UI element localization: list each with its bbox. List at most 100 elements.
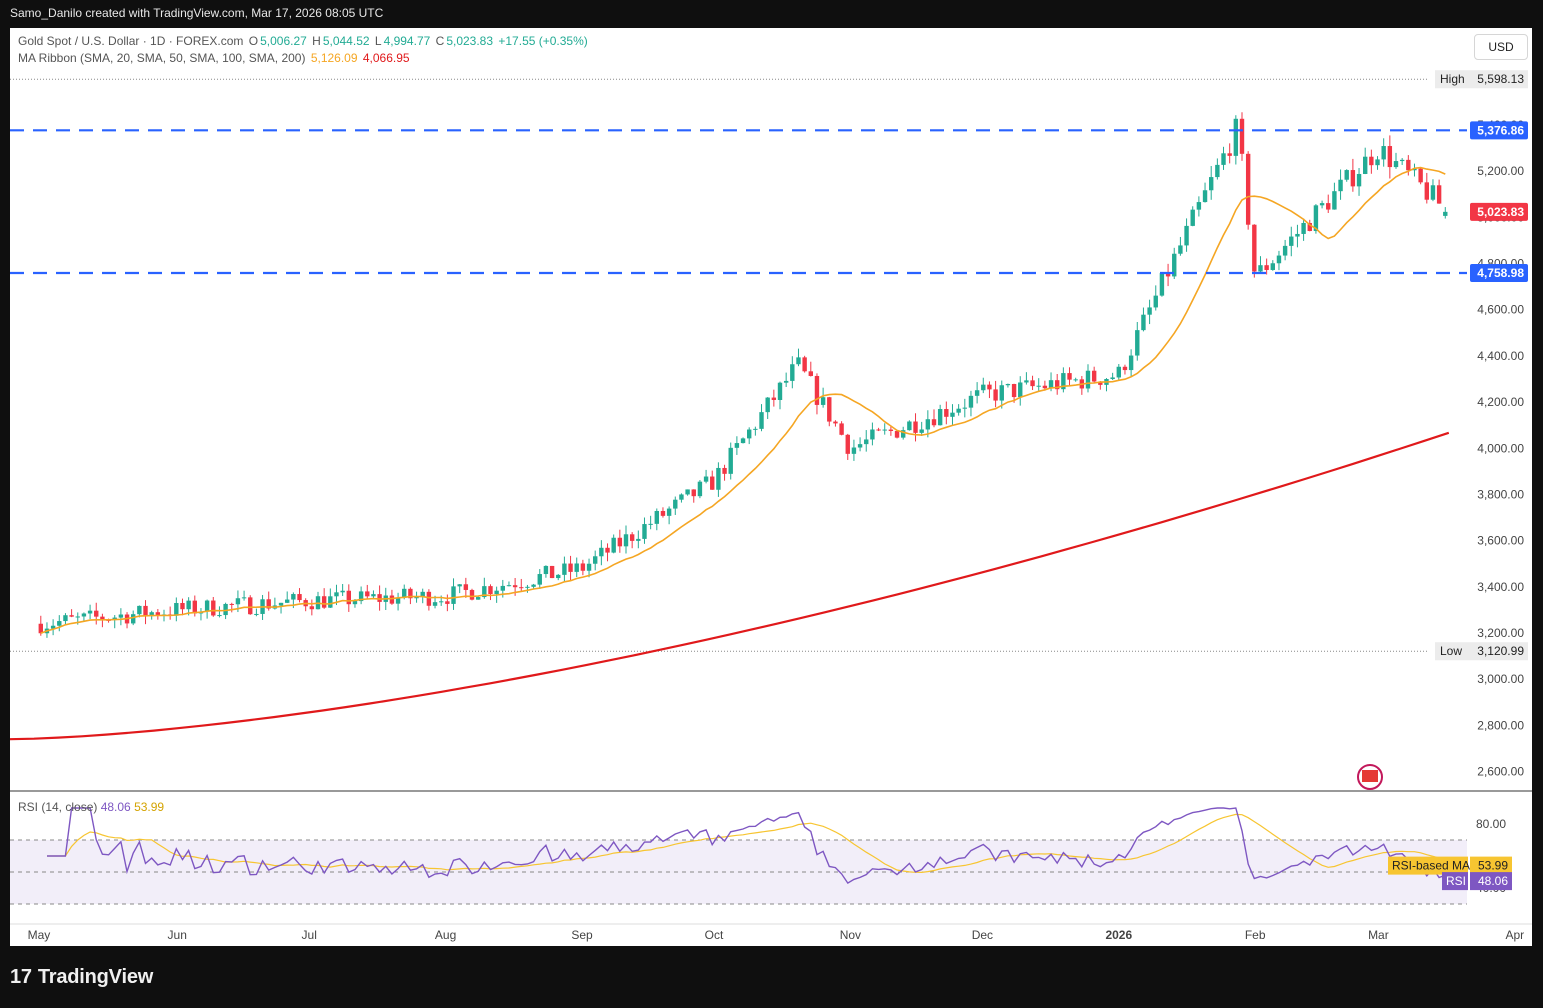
candle-body (94, 610, 99, 617)
candle-body (1184, 225, 1189, 246)
price-tick-label: 3,200.00 (1477, 626, 1524, 640)
candle-body (648, 523, 653, 525)
candle-body (1110, 377, 1115, 380)
currency-button[interactable]: USD (1474, 34, 1528, 60)
candle-body (38, 623, 43, 634)
candle-body (568, 563, 573, 572)
tradingview-logo[interactable]: 17 TradingView (10, 966, 153, 989)
ma-ribbon-legend[interactable]: MA Ribbon (SMA, 20, SMA, 50, SMA, 100, S… (18, 51, 412, 65)
candle-body (204, 600, 210, 612)
candle-body (432, 602, 438, 606)
candle-body (457, 584, 462, 587)
candle-body (666, 508, 672, 516)
candle-body (654, 510, 659, 524)
price-tick-label: 4,600.00 (1477, 303, 1524, 317)
candle-body (143, 605, 148, 617)
candle-body (506, 585, 512, 587)
rsi-value-label: 48.06 (1478, 874, 1508, 888)
candle-body (734, 443, 740, 448)
candle-body (722, 467, 727, 474)
candle-body (241, 597, 247, 599)
candle-body (845, 434, 850, 454)
candle-body (328, 596, 333, 608)
time-tick-label: Jun (168, 928, 187, 942)
candle-body (1356, 173, 1362, 187)
candle-body (525, 586, 530, 588)
candle-body (50, 625, 56, 629)
candle-body (439, 601, 444, 603)
candle-body (75, 616, 80, 618)
candle-body (1030, 380, 1035, 387)
low-value: 4,994.77 (383, 34, 431, 48)
chart-canvas[interactable]: 2,600.00 2,800.00 3,000.00 3,200.00 3,400.00… (10, 28, 1532, 946)
candle-body (1387, 146, 1393, 168)
candle-body (1061, 373, 1066, 390)
time-tick-label: Mar (1368, 928, 1389, 942)
time-tick-label: Jul (302, 928, 317, 942)
change-value: +17.55 (+0.35%) (498, 34, 588, 48)
chart-frame[interactable]: 2,600.00 2,800.00 3,000.00 3,200.00 3,400.00… (10, 28, 1532, 946)
candle-body (599, 547, 604, 557)
candle-body (81, 613, 87, 617)
time-tick-label: 2026 (1105, 928, 1132, 942)
time-tick-label: Aug (435, 928, 456, 942)
rsi-name-tag (1442, 872, 1468, 891)
candle-body (679, 494, 684, 500)
candle-body (389, 595, 395, 604)
candle-body (907, 421, 912, 431)
symbol-legend[interactable]: Gold Spot / U.S. Dollar · 1D · FOREX.com… (18, 34, 590, 48)
candle-body (1141, 314, 1146, 331)
candle-body (611, 537, 616, 553)
price-tick-label: 3,000.00 (1477, 672, 1524, 686)
candles-group (38, 112, 1448, 638)
rsi-ma-name-tag (1388, 856, 1468, 875)
sma200-line (10, 431, 1450, 741)
candle-body (420, 591, 425, 597)
candle-body (500, 585, 505, 591)
candle-body (1295, 233, 1300, 237)
candle-body (137, 605, 142, 615)
candle-body (475, 597, 481, 600)
candle-body (229, 603, 234, 605)
candle-body (1344, 170, 1349, 180)
candle-body (851, 447, 857, 454)
candle-body (1369, 156, 1374, 166)
candle-body (629, 534, 635, 541)
candle-body (192, 600, 197, 614)
candle-body (1073, 379, 1078, 381)
candle-body (771, 397, 777, 400)
candle-body (796, 357, 801, 365)
tradingview-mark-icon: 17 (10, 966, 32, 988)
candle-body (1190, 209, 1195, 226)
candle-body (593, 556, 598, 564)
candle-body (1381, 146, 1386, 160)
candle-body (395, 597, 401, 604)
candle-body (217, 615, 222, 617)
candle-body (1393, 161, 1399, 168)
symbol-label: Gold Spot / U.S. Dollar · 1D · FOREX.com (18, 34, 244, 48)
time-tick-label: Sep (571, 928, 593, 942)
candle-body (537, 574, 542, 585)
candle-body (808, 371, 813, 376)
candle-body (870, 429, 875, 440)
candle-body (371, 594, 376, 597)
candle-body (740, 438, 746, 444)
candle-body (937, 409, 943, 426)
candle-body (519, 587, 524, 589)
candle-body (1227, 153, 1232, 156)
time-tick-label: Apr (1505, 928, 1524, 942)
candle-body (1128, 355, 1134, 371)
rsi-ma-name-label: RSI-based MA (1392, 859, 1470, 873)
candle-body (673, 499, 678, 509)
candle-body (814, 375, 820, 405)
last-price-tag (1470, 202, 1528, 221)
candle-body (118, 614, 124, 618)
last-price-label: 5,023.83 (1477, 205, 1524, 219)
rsi-legend[interactable]: RSI (14, close) 48.06 53.99 (18, 800, 164, 814)
level-price-label: 4,758.98 (1477, 266, 1524, 280)
candle-body (488, 586, 493, 595)
candle-body (1418, 168, 1423, 183)
event-flag-icon-body (1362, 770, 1378, 782)
candle-body (987, 384, 992, 390)
candle-body (901, 430, 906, 438)
